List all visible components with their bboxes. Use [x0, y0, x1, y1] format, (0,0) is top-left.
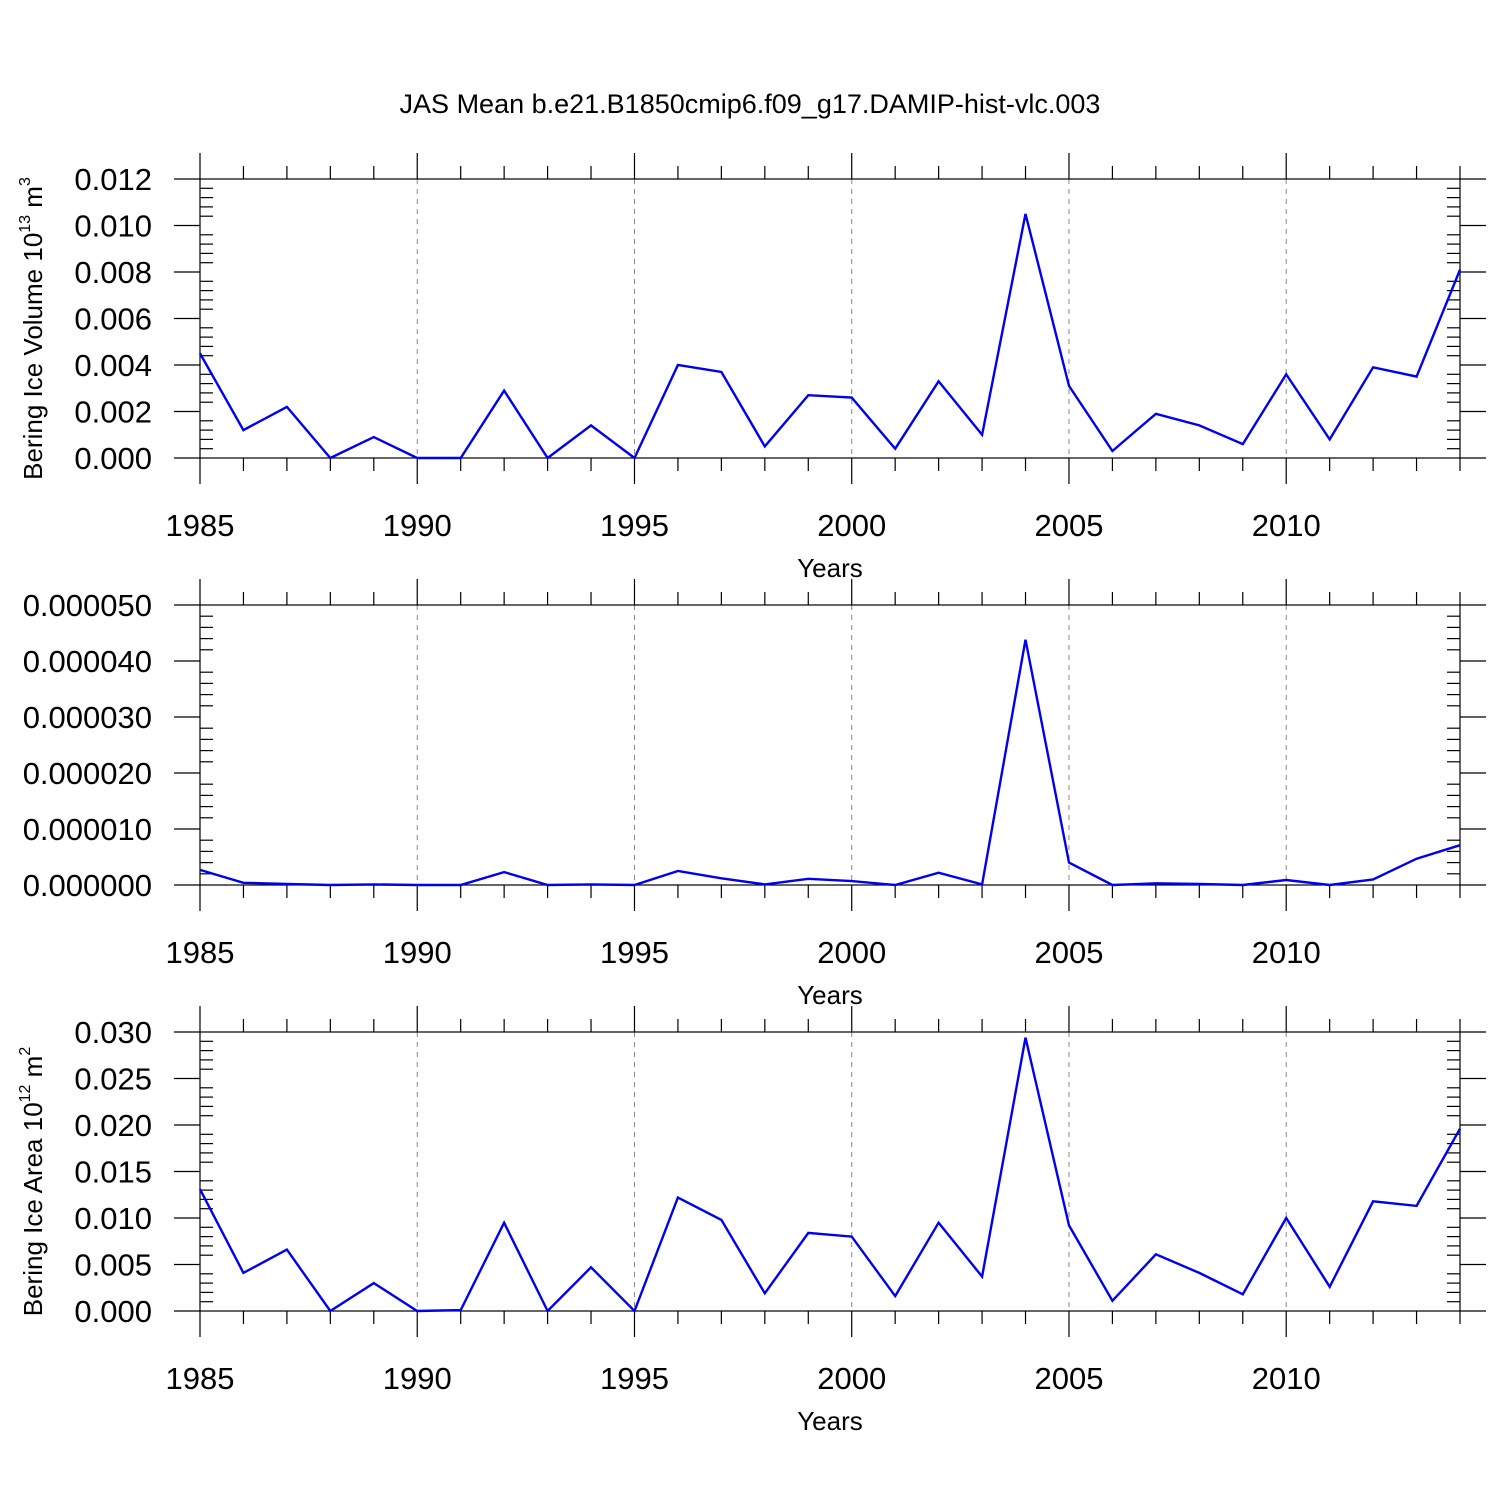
x-tick-label: 1995 — [600, 935, 669, 970]
data-line — [199, 639, 1461, 887]
y-axis-label: Bering Ice Volume 1013 m3 — [17, 177, 48, 480]
y-tick-label: 0.000050 — [23, 588, 152, 623]
plot-frame — [199, 178, 1461, 459]
y-tick-label: 0.000040 — [23, 644, 152, 679]
y-tick-label: 0.010 — [74, 209, 152, 244]
data-line — [198, 213, 1462, 460]
x-tick-label: 2010 — [1252, 935, 1321, 970]
panel-1: 0.000 0.002 0.004 0.006 0.008 0.010 0.012 1985 1… — [17, 153, 1486, 583]
x-tick-label: 2010 — [1252, 1361, 1321, 1396]
y-tick-label: 0.010 — [74, 1201, 152, 1236]
x-tick-label: 1995 — [600, 508, 669, 543]
y-tick-label: 0.025 — [74, 1062, 152, 1097]
panels: 0.000 0.002 0.004 0.006 0.008 0.010 0.012 1985 1… — [17, 153, 1486, 1436]
x-tick-label: 2010 — [1252, 508, 1321, 543]
y-tick-label: 0.012 — [74, 162, 152, 197]
y-tick-label: 0.002 — [74, 395, 152, 430]
y-tick-label: 0.020 — [74, 1108, 152, 1143]
y-tick-label: 0.000000 — [23, 868, 152, 903]
x-tick-label: 1995 — [600, 1361, 669, 1396]
x-tick-label: 2005 — [1034, 935, 1103, 970]
x-tick-label: 1990 — [383, 1361, 452, 1396]
y-axis-label: Bering Ice Area 1012 m2 — [17, 1047, 48, 1317]
x-tick-label: 2000 — [817, 508, 886, 543]
x-tick-label: 1990 — [383, 935, 452, 970]
y-tick-label: 0.000 — [74, 1294, 152, 1329]
y-tick-label: 0.000 — [74, 441, 152, 476]
x-tick-label: 2005 — [1034, 508, 1103, 543]
data-line — [198, 1037, 1462, 1314]
x-tick-label: 1985 — [166, 508, 235, 543]
y-tick-label: 0.000020 — [23, 756, 152, 791]
x-axis-label: Years — [797, 1406, 863, 1436]
y-tick-label: 0.000010 — [23, 812, 152, 847]
x-tick-label: 2000 — [817, 935, 886, 970]
x-axis-label: Years — [797, 553, 863, 583]
y-tick-label: 0.004 — [74, 348, 152, 383]
y-tick-label: 0.006 — [74, 302, 152, 337]
y-tick-label: 0.015 — [74, 1155, 152, 1190]
plot-frame — [199, 604, 1461, 886]
x-tick-label: 2000 — [817, 1361, 886, 1396]
x-axis-label: Years — [797, 980, 863, 1010]
x-tick-label: 1990 — [383, 508, 452, 543]
y-tick-label: 0.000030 — [23, 700, 152, 735]
plot-frame — [199, 1031, 1461, 1312]
chart-title: JAS Mean b.e21.B1850cmip6.f09_g17.DAMIP-… — [400, 89, 1101, 119]
y-tick-label: 0.030 — [74, 1015, 152, 1050]
x-tick-label: 1985 — [166, 935, 235, 970]
y-tick-label: 0.005 — [74, 1248, 152, 1283]
y-tick-label: 0.008 — [74, 255, 152, 290]
x-tick-label: 2005 — [1034, 1361, 1103, 1396]
panel-3: 0.000 0.005 0.010 0.015 0.020 0.025 0.030 1985 1… — [17, 1006, 1486, 1436]
panel-2: 0.000000 0.000010 0.000020 0.000030 0.000040… — [23, 579, 1486, 1010]
x-tick-label: 1985 — [166, 1361, 235, 1396]
